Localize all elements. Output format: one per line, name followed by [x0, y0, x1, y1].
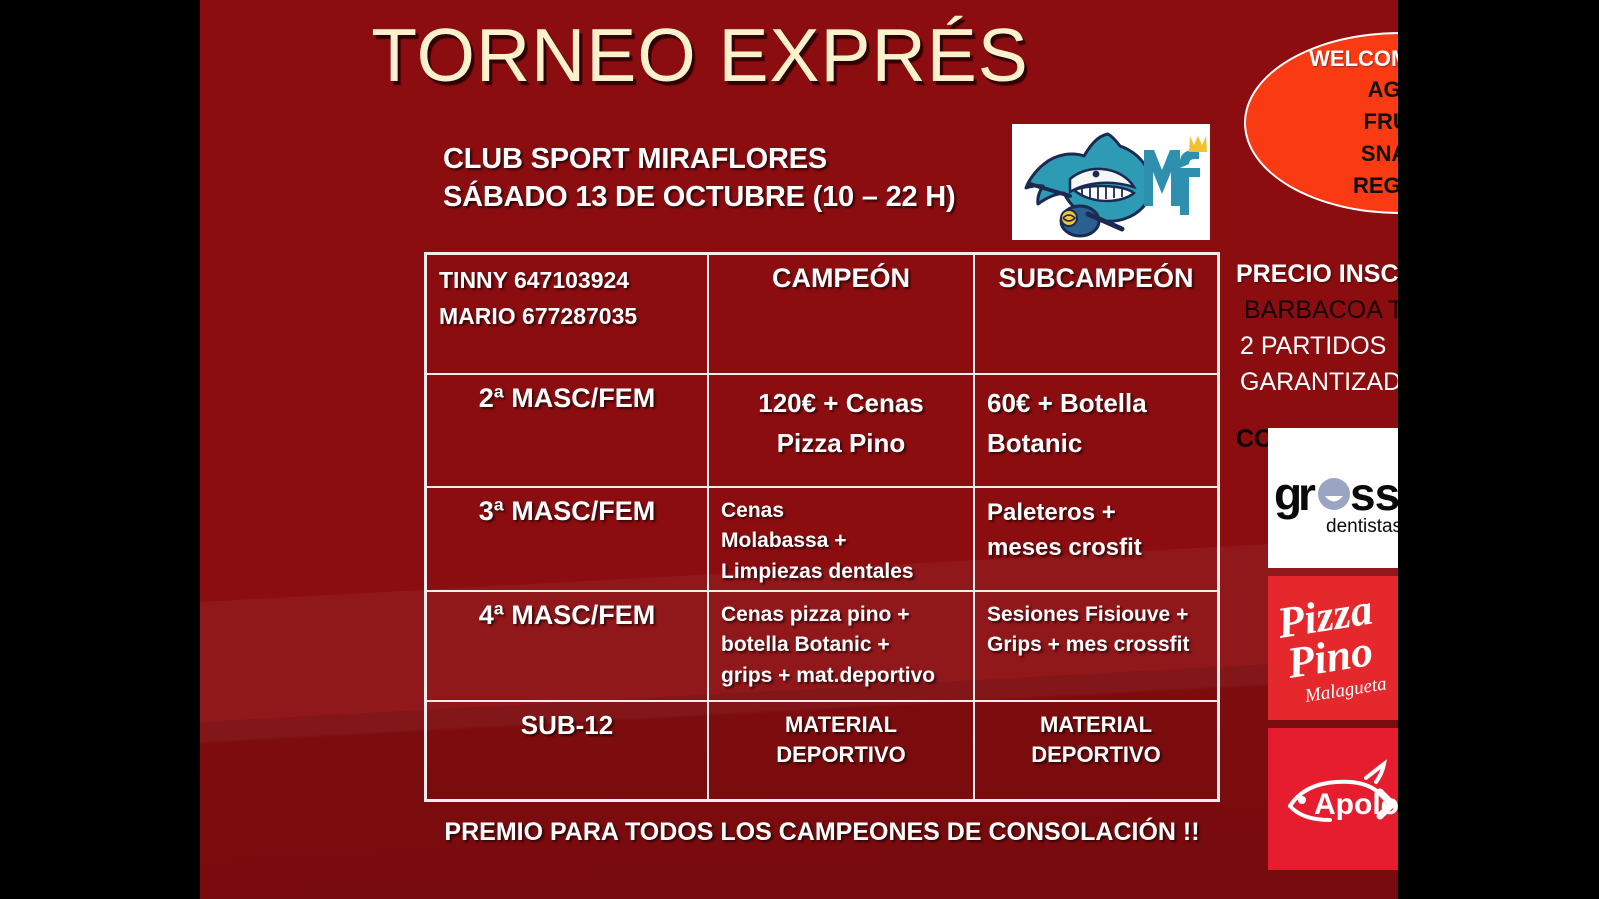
tournament-poster: TORNEO EXPRÉS CLUB SPORT MIRAFLORES SÁBA… — [200, 0, 1398, 899]
mf-monogram — [1144, 150, 1200, 215]
prize-line: MATERIAL — [784, 712, 898, 737]
column-header-champion: CAMPEÓN — [709, 255, 975, 375]
prize-line: meses crosfit — [987, 533, 1142, 561]
table-row-runnerup-1: Paleteros + meses crosfit — [975, 488, 1217, 592]
sponsor-logo-gross-dentistas: g r ss dentistas — [1268, 428, 1398, 568]
svg-text:dentistas: dentistas — [1326, 516, 1398, 537]
welcome-pack-item-0: AGUA — [1367, 76, 1398, 102]
table-row-champion-3: MATERIAL DEPORTIVO — [709, 702, 975, 799]
letterbox-right — [1398, 0, 1599, 899]
fish-icon — [1288, 759, 1397, 822]
svg-text:ss: ss — [1350, 468, 1398, 520]
sponsor-logo-apolo: Apolo — [1268, 728, 1398, 870]
prize-line: DEPORTIVO — [1031, 742, 1161, 768]
club-shark-logo — [1012, 124, 1210, 240]
prize-line: Cenas — [721, 499, 785, 522]
prize-line: Pizza Pino — [776, 428, 906, 459]
letterbox-left — [0, 0, 200, 899]
prize-line: Molabassa + — [721, 529, 847, 553]
consolation-banner: PREMIO PARA TODOS LOS CAMPEONES DE CONSO… — [444, 818, 1200, 846]
event-subtitle: CLUB SPORT MIRAFLORES SÁBADO 13 DE OCTUB… — [443, 140, 1043, 217]
shark-icon — [1024, 132, 1153, 238]
prize-line: MATERIAL — [1039, 712, 1153, 737]
prize-line: Limpiezas dentales — [721, 559, 914, 583]
page-title: TORNEO EXPRÉS — [371, 13, 1029, 97]
prize-line: grips + mat.deportivo — [721, 663, 936, 687]
welcome-pack-item-1: FRUTA — [1363, 108, 1398, 134]
contact-tinny: TINNY 647103924 — [439, 267, 630, 293]
prize-line: 120€ + Cenas — [758, 388, 924, 418]
registration-info: PRECIO INSCRIPCIÓN 15€ BARBACOA TODO EL … — [1236, 258, 1398, 457]
prize-line: DEPORTIVO — [776, 742, 906, 768]
welcome-pack-title: WELCOME PACK — [1309, 46, 1398, 72]
sponsor-grid: g r ss dentistas — [1268, 428, 1398, 870]
venue-name: CLUB SPORT MIRAFLORES — [443, 143, 828, 175]
table-row-runnerup-3: MATERIAL DEPORTIVO — [975, 702, 1217, 799]
prize-table: TINNY 647103924 MARIO 677287035 CAMPEÓN … — [424, 252, 1220, 802]
contact-mario: MARIO 677287035 — [439, 302, 638, 329]
table-row-runnerup-0: 60€ + Botella Botanic — [975, 375, 1217, 488]
table-row-category-3: SUB-12 — [427, 702, 709, 799]
price-label: PRECIO INSCRIPCIÓN 15€ — [1236, 260, 1398, 288]
crown-icon — [1189, 136, 1207, 152]
table-row-category-1: 3ª MASC/FEM — [427, 488, 709, 592]
prize-line: Grips + mes crossfit — [987, 633, 1190, 657]
table-row-champion-1: Cenas Molabassa + Limpiezas dentales — [709, 488, 975, 592]
prize-line: Sesiones Fisiouve + — [987, 603, 1189, 626]
welcome-pack-badge: WELCOME PACK AGUA FRUTA SNACK REGALO — [1244, 32, 1398, 214]
matches-label: 2 PARTIDOS GARANTIZADOS — [1240, 332, 1398, 397]
svg-text:Apolo: Apolo — [1314, 788, 1398, 821]
sponsor-logo-pizza-pino: Pizza Pino Malagueta — [1268, 576, 1398, 720]
prize-line: botella Botanic + — [721, 633, 890, 657]
prize-line: 60€ + Botella — [987, 388, 1147, 418]
event-date: SÁBADO 13 DE OCTUBRE (10 – 22 H) — [443, 181, 956, 214]
welcome-pack-item-3: REGALO — [1352, 172, 1398, 198]
contact-cell: TINNY 647103924 MARIO 677287035 — [427, 255, 709, 375]
welcome-pack-item-2: SNACK — [1360, 140, 1398, 166]
barbecue-label: BARBACOA TODO EL DIA — [1244, 295, 1398, 324]
table-row-category-0: 2ª MASC/FEM — [427, 375, 709, 488]
prize-line: Paleteros + — [987, 499, 1116, 526]
svg-text:g: g — [1274, 468, 1301, 520]
column-header-runnerup: SUBCAMPEÓN — [975, 255, 1217, 375]
svg-text:r: r — [1298, 468, 1316, 520]
table-row-runnerup-2: Sesiones Fisiouve + Grips + mes crossfit — [975, 592, 1217, 702]
prize-line: Cenas pizza pino + — [721, 603, 910, 626]
table-row-champion-2: Cenas pizza pino + botella Botanic + gri… — [709, 592, 975, 702]
table-row-category-2: 4ª MASC/FEM — [427, 592, 709, 702]
table-row-champion-0: 120€ + Cenas Pizza Pino — [709, 375, 975, 488]
prize-line: Botanic — [987, 428, 1083, 459]
